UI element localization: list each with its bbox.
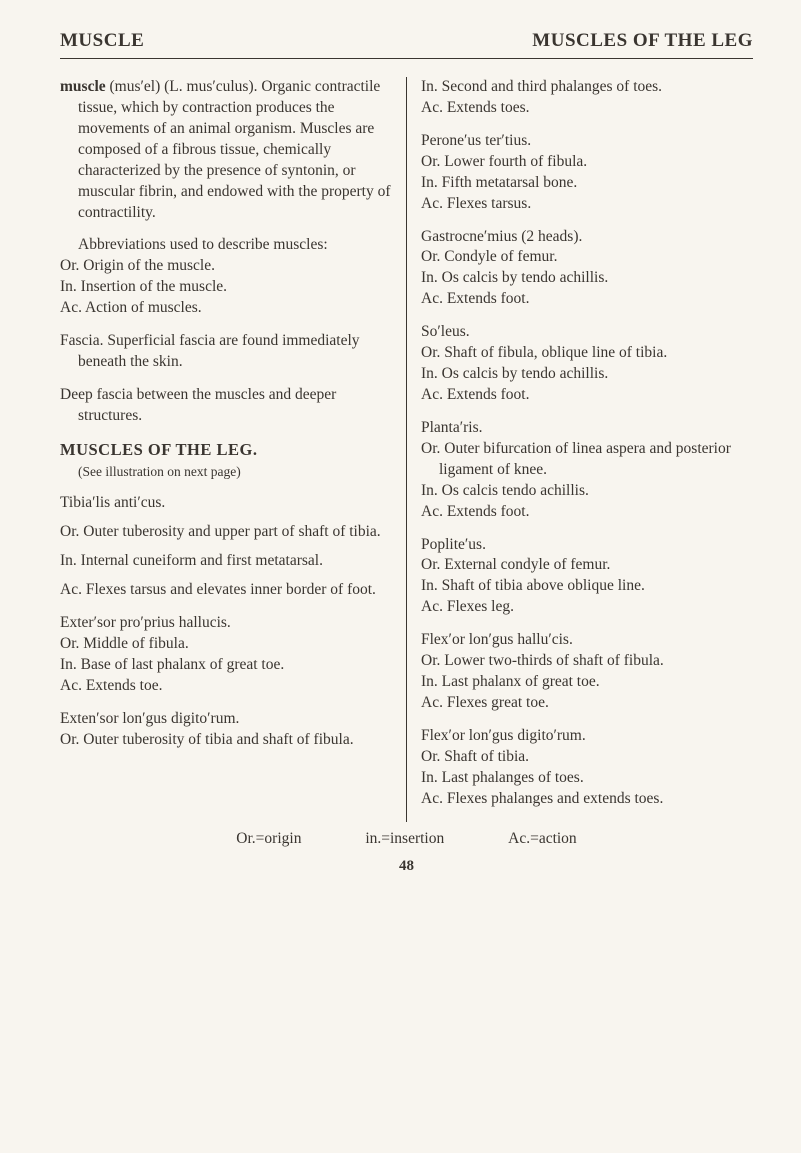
footer-ac: Ac.=action xyxy=(508,830,577,847)
soleus-name: So′leus. xyxy=(421,322,753,343)
gastrocnemius-in: In. Os calcis by tendo achillis. xyxy=(421,268,753,289)
header-left: MUSCLE xyxy=(60,30,144,52)
soleus-ac: Ac. Extends foot. xyxy=(421,385,753,406)
popliteus-in: In. Shaft of tibia above oblique line. xyxy=(421,576,753,597)
ext-longus-in: In. Second and third phalanges of toes. xyxy=(421,77,753,98)
entry-popliteus: Poplite′us. Or. External condyle of femu… xyxy=(421,535,753,619)
footer-in: in.=insertion xyxy=(365,830,444,847)
page-header: MUSCLE MUSCLES OF THE LEG xyxy=(60,30,753,59)
gastrocnemius-ac: Ac. Extends foot. xyxy=(421,289,753,310)
plantaris-ac: Ac. Extends foot. xyxy=(421,502,753,523)
ext-longus-ac: Ac. Extends toes. xyxy=(421,98,753,119)
popliteus-name: Poplite′us. xyxy=(421,535,753,556)
abbrev-or: Or. Origin of the muscle. xyxy=(60,256,392,277)
soleus-or: Or. Shaft of fibula, oblique line of tib… xyxy=(421,343,753,364)
entry-flexor-digitorum: Flex′or lon′gus digito′rum. Or. Shaft of… xyxy=(421,726,753,810)
extersor-in: In. Base of last phalanx of great toe. xyxy=(60,655,392,676)
popliteus-ac: Ac. Flexes leg. xyxy=(421,597,753,618)
section-note: (See illustration on next page) xyxy=(60,463,392,481)
plantaris-name: Planta′ris. xyxy=(421,418,753,439)
section-title: MUSCLES OF THE LEG. xyxy=(60,439,392,461)
fascia-block: Fascia. Superficial fascia are found imm… xyxy=(60,331,392,373)
extensor-longus-or: Or. Outer tuberosity of tibia and shaft … xyxy=(60,730,392,751)
muscle-definition: muscle (mus′el) (L. mus′culus). Organic … xyxy=(60,77,392,223)
flexor-digitorum-or: Or. Shaft of tibia. xyxy=(421,747,753,768)
abbrev-ac: Ac. Action of muscles. xyxy=(60,298,392,319)
plantaris-in: In. Os calcis tendo achillis. xyxy=(421,481,753,502)
extersor-ac: Ac. Extends toe. xyxy=(60,676,392,697)
entry-soleus: So′leus. Or. Shaft of fibula, oblique li… xyxy=(421,322,753,406)
peroneus-in: In. Fifth metatarsal bone. xyxy=(421,173,753,194)
entry-flexor-hallucis: Flex′or lon′gus hallu′cis. Or. Lower two… xyxy=(421,630,753,714)
peroneus-name: Perone′us ter′tius. xyxy=(421,131,753,152)
entry-ext-longus-cont: In. Second and third phalanges of toes. … xyxy=(421,77,753,119)
abbreviations-block: Abbreviations used to describe muscles: … xyxy=(60,235,392,319)
flexor-hallucis-ac: Ac. Flexes great toe. xyxy=(421,693,753,714)
extensor-longus-name: Exten′sor lon′gus digito′rum. xyxy=(60,709,392,730)
gastrocnemius-name: Gastrocne′mius (2 heads). xyxy=(421,227,753,248)
tibialis-or: Or. Outer tuberosity and upper part of s… xyxy=(60,522,392,543)
entry-peroneus: Perone′us ter′tius. Or. Lower fourth of … xyxy=(421,131,753,215)
flexor-digitorum-name: Flex′or lon′gus digito′rum. xyxy=(421,726,753,747)
columns: muscle (mus′el) (L. mus′culus). Organic … xyxy=(60,77,753,822)
extersor-or: Or. Middle of fibula. xyxy=(60,634,392,655)
peroneus-or: Or. Lower fourth of fibula. xyxy=(421,152,753,173)
popliteus-or: Or. External condyle of femur. xyxy=(421,555,753,576)
extersor-name: Exter′sor pro′prius hallucis. xyxy=(60,613,392,634)
muscle-term: muscle xyxy=(60,78,106,95)
entry-tibialis: Tibia′lis anti′cus. Or. Outer tuberosity… xyxy=(60,493,392,601)
gastrocnemius-or: Or. Condyle of femur. xyxy=(421,247,753,268)
entry-extensor-longus: Exten′sor lon′gus digito′rum. Or. Outer … xyxy=(60,709,392,751)
flexor-hallucis-name: Flex′or lon′gus hallu′cis. xyxy=(421,630,753,651)
plantaris-or: Or. Outer bifurcation of linea aspera an… xyxy=(421,439,753,481)
right-column: In. Second and third phalanges of toes. … xyxy=(407,77,753,822)
soleus-in: In. Os calcis by tendo achillis. xyxy=(421,364,753,385)
entry-extersor-proprius: Exter′sor pro′prius hallucis. Or. Middle… xyxy=(60,613,392,697)
header-right: MUSCLES OF THE LEG xyxy=(532,30,753,52)
abbrev-in: In. Insertion of the muscle. xyxy=(60,277,392,298)
flexor-hallucis-in: In. Last phalanx of great toe. xyxy=(421,672,753,693)
muscle-text: (mus′el) (L. mus′culus). Organic contrac… xyxy=(78,78,391,221)
flexor-hallucis-or: Or. Lower two-thirds of shaft of fibula. xyxy=(421,651,753,672)
abbrev-intro: Abbreviations used to describe muscles: xyxy=(60,235,392,256)
entry-muscle: muscle (mus′el) (L. mus′culus). Organic … xyxy=(60,77,392,223)
flexor-digitorum-in: In. Last phalanges of toes. xyxy=(421,768,753,789)
deep-fascia-block: Deep fascia between the muscles and deep… xyxy=(60,385,392,427)
entry-gastrocnemius: Gastrocne′mius (2 heads). Or. Condyle of… xyxy=(421,227,753,311)
tibialis-name: Tibia′lis anti′cus. xyxy=(60,493,392,514)
fascia-text: Fascia. Superficial fascia are found imm… xyxy=(60,331,392,373)
flexor-digitorum-ac: Ac. Flexes phalanges and extends toes. xyxy=(421,789,753,810)
tibialis-ac: Ac. Flexes tarsus and elevates inner bor… xyxy=(60,580,392,601)
deep-fascia-text: Deep fascia between the muscles and deep… xyxy=(60,385,392,427)
peroneus-ac: Ac. Flexes tarsus. xyxy=(421,194,753,215)
footer-or: Or.=origin xyxy=(236,830,301,847)
footer-legend: Or.=origin in.=insertion Ac.=action xyxy=(60,830,753,848)
left-column: muscle (mus′el) (L. mus′culus). Organic … xyxy=(60,77,407,822)
page: MUSCLE MUSCLES OF THE LEG muscle (mus′el… xyxy=(0,0,801,895)
page-number: 48 xyxy=(60,858,753,875)
entry-plantaris: Planta′ris. Or. Outer bifurcation of lin… xyxy=(421,418,753,523)
tibialis-in: In. Internal cuneiform and first metatar… xyxy=(60,551,392,572)
